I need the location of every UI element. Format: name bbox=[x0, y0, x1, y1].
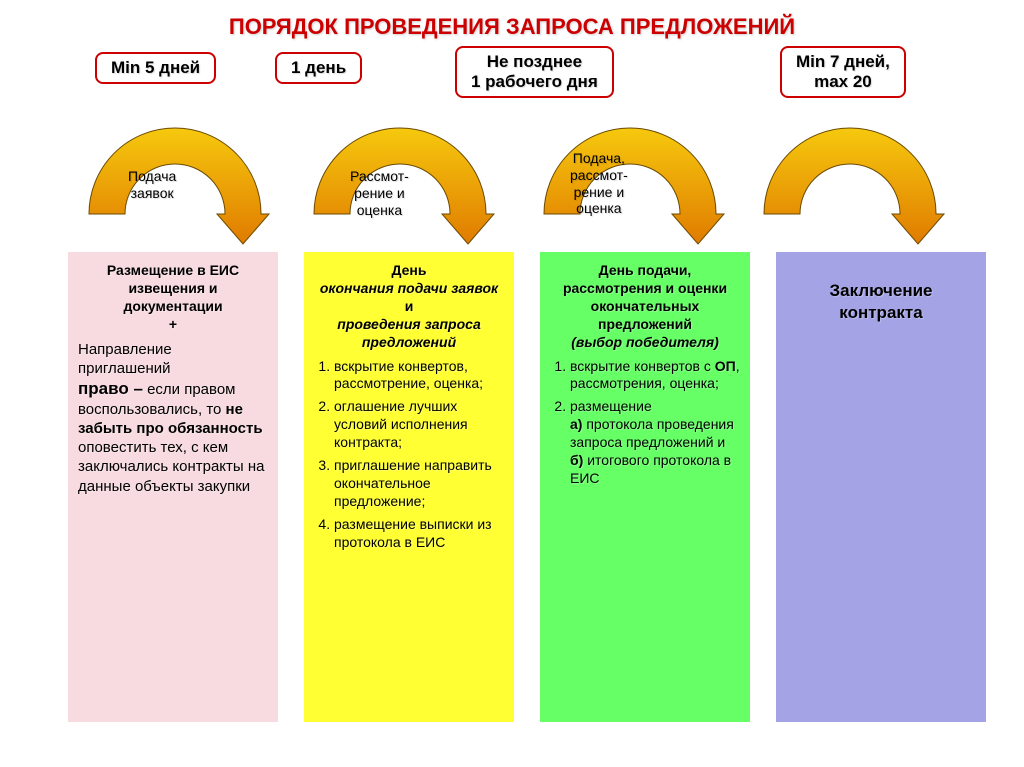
column-2-list: вскрытие конвертов с ОП, рассмотрения, о… bbox=[550, 358, 740, 488]
page-title: ПОРЯДОК ПРОВЕДЕНИЯ ЗАПРОСА ПРЕДЛОЖЕНИЙ bbox=[0, 0, 1024, 40]
column-1-list-item-1: оглашение лучших условий исполнения конт… bbox=[334, 398, 504, 452]
top-label-1: 1 день bbox=[275, 52, 362, 84]
column-0-head: Размещение в ЕИС извещения и документаци… bbox=[78, 262, 268, 334]
column-1-list: вскрытие конвертов, рассмотрение, оценка… bbox=[314, 358, 504, 552]
column-2-head: День подачи, рассмотрения и оценки оконч… bbox=[550, 262, 740, 352]
arrow-0 bbox=[89, 128, 269, 244]
mid-label-2: Подача,рассмот-рение иоценка bbox=[570, 150, 628, 217]
column-1: Деньокончания подачи заявокипроведения з… bbox=[304, 252, 514, 722]
column-2: День подачи, рассмотрения и оценки оконч… bbox=[540, 252, 750, 722]
top-label-3: Min 7 дней,max 20 bbox=[780, 46, 906, 98]
column-2-list-item-1: размещениеа) протокола проведения запрос… bbox=[570, 398, 740, 488]
arrow-3 bbox=[764, 128, 944, 244]
column-3-head: Заключение контракта bbox=[786, 262, 976, 323]
column-2-list-item-0: вскрытие конвертов с ОП, рассмотрения, о… bbox=[570, 358, 740, 394]
column-0-body: Направление приглашенийправо – если прав… bbox=[78, 340, 268, 496]
top-label-2: Не позднее1 рабочего дня bbox=[455, 46, 614, 98]
column-1-list-item-2: приглашение направить окончательное пред… bbox=[334, 457, 504, 511]
column-1-head: Деньокончания подачи заявокипроведения з… bbox=[314, 262, 504, 352]
column-3: Заключение контракта bbox=[776, 252, 986, 722]
columns-row: Размещение в ЕИС извещения и документаци… bbox=[68, 252, 986, 722]
top-label-0: Min 5 дней bbox=[95, 52, 216, 84]
column-1-list-item-3: размещение выписки из протокола в ЕИС bbox=[334, 516, 504, 552]
column-1-list-item-0: вскрытие конвертов, рассмотрение, оценка… bbox=[334, 358, 504, 394]
column-0: Размещение в ЕИС извещения и документаци… bbox=[68, 252, 278, 722]
mid-label-0: Подачазаявок bbox=[128, 168, 176, 202]
mid-label-1: Рассмот-рение иоценка bbox=[350, 168, 409, 218]
